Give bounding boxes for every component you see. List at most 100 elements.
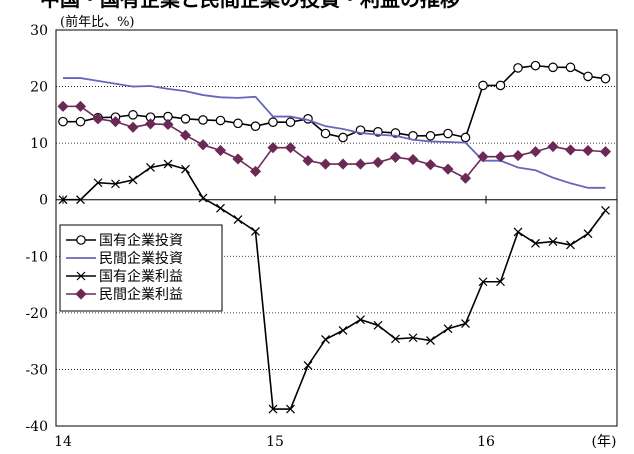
data-point bbox=[232, 153, 244, 165]
data-point bbox=[601, 206, 610, 215]
data-point bbox=[529, 146, 542, 158]
data-point bbox=[197, 139, 209, 151]
series-layer bbox=[57, 60, 612, 414]
data-point-stroke bbox=[111, 179, 120, 189]
data-point bbox=[354, 158, 367, 170]
data-point-stroke bbox=[233, 215, 243, 224]
data-point bbox=[179, 129, 192, 141]
data-point bbox=[320, 128, 331, 139]
data-point bbox=[408, 333, 418, 343]
y-tick-label: -10 bbox=[25, 249, 48, 265]
x-axis-ticks: 14 15 16 bbox=[54, 195, 495, 450]
data-point bbox=[319, 158, 332, 170]
series-民間企業投資 bbox=[63, 77, 606, 189]
data-point bbox=[76, 235, 86, 245]
data-point bbox=[144, 118, 157, 130]
data-point bbox=[146, 163, 155, 172]
data-point bbox=[302, 155, 314, 167]
y-tick-label: -40 bbox=[25, 419, 48, 435]
data-point bbox=[58, 195, 68, 205]
data-point-stroke bbox=[76, 271, 86, 281]
data-point-stroke bbox=[303, 361, 313, 370]
data-point bbox=[442, 163, 454, 175]
data-point bbox=[443, 128, 453, 139]
data-point bbox=[425, 130, 436, 141]
data-point-stroke bbox=[163, 159, 173, 169]
data-point bbox=[460, 132, 471, 143]
data-point bbox=[547, 140, 559, 153]
y-tick-label: 0 bbox=[39, 193, 48, 209]
data-point-stroke bbox=[58, 195, 68, 205]
data-point-stroke bbox=[373, 320, 383, 330]
data-point bbox=[321, 335, 330, 344]
data-point bbox=[373, 320, 383, 330]
data-point bbox=[565, 62, 576, 73]
legend-label: 民間企業投資 bbox=[99, 250, 183, 267]
data-point bbox=[93, 178, 103, 188]
data-point bbox=[478, 277, 488, 287]
plot-frame bbox=[55, 29, 618, 427]
data-point bbox=[530, 60, 541, 71]
data-point bbox=[249, 165, 262, 177]
data-point bbox=[215, 115, 226, 126]
data-point bbox=[600, 73, 611, 84]
data-point-stroke bbox=[76, 195, 85, 205]
data-point bbox=[461, 319, 470, 329]
y-tick-label: -30 bbox=[25, 362, 48, 378]
data-point bbox=[180, 114, 191, 124]
data-point-stroke bbox=[268, 404, 278, 414]
data-point-stroke bbox=[286, 404, 295, 414]
data-point-stroke bbox=[531, 238, 540, 248]
data-point bbox=[443, 324, 453, 334]
y-tick-label: 30 bbox=[30, 23, 48, 39]
data-point bbox=[181, 164, 190, 174]
data-point bbox=[338, 132, 348, 143]
data-point bbox=[268, 117, 278, 128]
data-point bbox=[478, 80, 488, 91]
legend-item: 国有企業利益 bbox=[66, 268, 183, 285]
data-point bbox=[459, 172, 472, 184]
legend-label: 民間企業利益 bbox=[99, 286, 183, 303]
data-point bbox=[285, 117, 296, 128]
data-point bbox=[92, 113, 104, 125]
data-point-stroke bbox=[478, 277, 488, 287]
data-point bbox=[250, 121, 261, 131]
data-point bbox=[583, 71, 593, 82]
legend-label: 国有企業利益 bbox=[99, 268, 183, 285]
legend-item: 民間企業投資 bbox=[66, 250, 183, 267]
series-国有企業投資 bbox=[58, 60, 611, 143]
data-point bbox=[286, 404, 295, 414]
x-axis-unit-label: (年) bbox=[592, 434, 617, 450]
data-point bbox=[582, 144, 594, 157]
data-point bbox=[583, 229, 593, 239]
data-point bbox=[424, 159, 437, 171]
data-point-stroke bbox=[566, 240, 575, 250]
data-point bbox=[198, 115, 208, 125]
data-point bbox=[548, 237, 558, 247]
data-point bbox=[251, 226, 260, 236]
data-point-stroke bbox=[198, 193, 208, 203]
y-axis-ticks: 30 20 10 0 -10 -20 -30 -40 bbox=[25, 23, 48, 435]
series-line bbox=[63, 105, 606, 180]
data-point bbox=[128, 110, 138, 120]
data-point bbox=[214, 144, 227, 157]
data-point bbox=[338, 325, 348, 335]
y-tick-label: 20 bbox=[30, 80, 48, 96]
data-point bbox=[337, 158, 349, 170]
data-point-stroke bbox=[426, 336, 435, 346]
data-point bbox=[426, 336, 435, 346]
data-point bbox=[496, 277, 505, 287]
data-point-stroke bbox=[461, 319, 470, 329]
series-line bbox=[63, 163, 607, 410]
data-point-stroke bbox=[408, 333, 418, 343]
data-point-stroke bbox=[128, 175, 138, 185]
data-point-stroke bbox=[216, 203, 225, 213]
x-tick-label: 14 bbox=[54, 434, 72, 450]
data-point bbox=[128, 175, 138, 185]
data-point bbox=[303, 361, 313, 370]
data-point bbox=[233, 215, 243, 224]
data-point-stroke bbox=[356, 315, 365, 325]
data-point-stroke bbox=[548, 237, 558, 247]
